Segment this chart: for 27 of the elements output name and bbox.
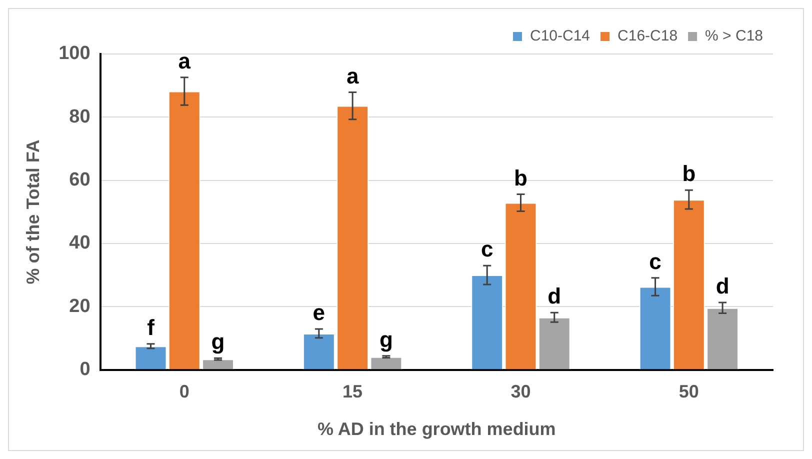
data-label: g bbox=[211, 329, 225, 354]
y-tick-label: 80 bbox=[69, 106, 90, 128]
legend-label: C10-C14 bbox=[530, 28, 590, 45]
data-label: a bbox=[178, 48, 192, 74]
data-label: d bbox=[716, 274, 730, 299]
x-tick-label: 50 bbox=[678, 382, 699, 402]
data-label: b bbox=[514, 165, 528, 190]
x-axis-title: % AD in the growth medium bbox=[317, 419, 556, 440]
data-label: d bbox=[548, 284, 562, 309]
x-tick-label: 15 bbox=[342, 382, 363, 402]
y-tick-label: 0 bbox=[80, 359, 90, 380]
x-tick-label: 0 bbox=[179, 382, 190, 402]
data-label: c bbox=[480, 236, 494, 262]
y-tick-label: 40 bbox=[69, 232, 90, 254]
data-label: a bbox=[346, 63, 360, 88]
data-label: f bbox=[147, 314, 156, 340]
data-label: e bbox=[312, 300, 326, 326]
x-tick-label: 30 bbox=[510, 382, 531, 402]
y-axis-title: % of the Total FA bbox=[22, 140, 43, 284]
data-label: c bbox=[649, 248, 662, 274]
y-tick-label: 60 bbox=[69, 170, 90, 191]
data-label: g bbox=[379, 326, 393, 352]
legend-label: % > C18 bbox=[705, 28, 764, 45]
data-label: b bbox=[682, 161, 696, 186]
legend-label: C16-C18 bbox=[618, 28, 678, 45]
y-tick-label: 20 bbox=[69, 296, 90, 317]
y-tick-label: 100 bbox=[58, 43, 90, 64]
